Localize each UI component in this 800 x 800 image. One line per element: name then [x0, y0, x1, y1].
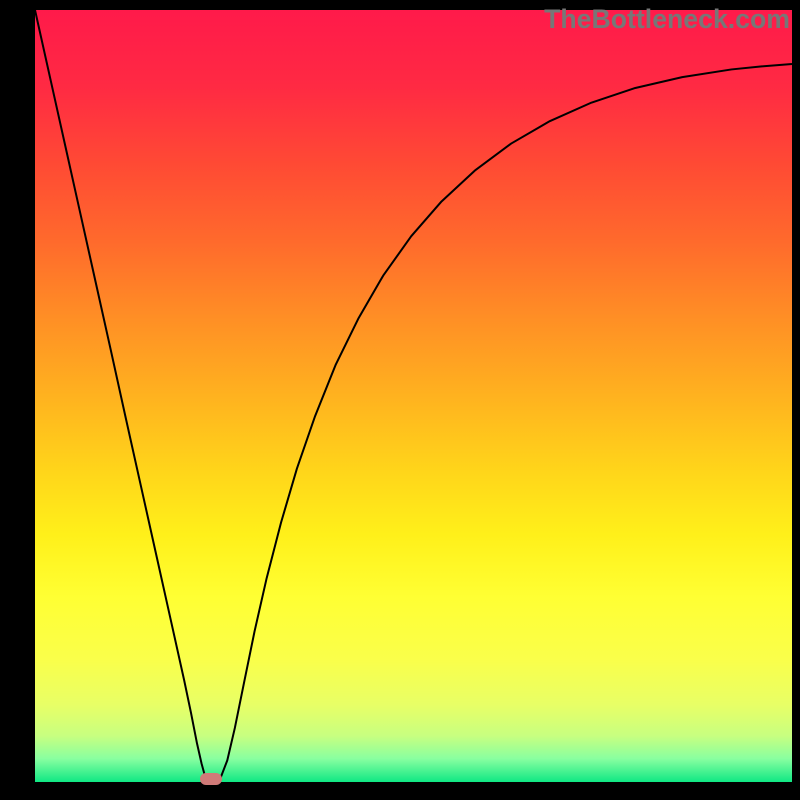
curve-layer	[0, 0, 800, 800]
minimum-marker	[200, 773, 222, 785]
chart-container: TheBottleneck.com	[0, 0, 800, 800]
watermark-text: TheBottleneck.com	[544, 4, 790, 35]
bottleneck-curve	[35, 10, 792, 782]
